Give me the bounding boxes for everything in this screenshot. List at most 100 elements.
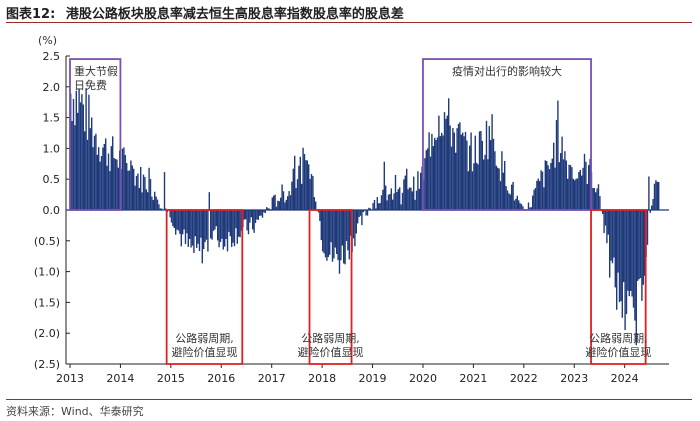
bar (88, 94, 90, 210)
bar (149, 178, 152, 210)
bar (348, 210, 350, 260)
bar (639, 210, 642, 279)
bar (145, 189, 147, 210)
y-tick-label: 2.5 (43, 50, 61, 63)
bar (435, 140, 437, 210)
bar (466, 140, 468, 210)
bar (296, 179, 299, 210)
bar (221, 210, 223, 239)
bar (390, 188, 392, 210)
bar (190, 210, 192, 248)
annotation-text: 避险价值显现 (298, 345, 364, 359)
bar (518, 200, 520, 210)
footer-divider (6, 399, 692, 400)
bar (103, 143, 105, 210)
bar (344, 210, 346, 265)
bar (365, 210, 367, 216)
bar (197, 210, 199, 244)
bar (133, 168, 135, 210)
bar (611, 210, 614, 264)
bar (336, 210, 338, 255)
bar (653, 183, 656, 210)
bar (627, 210, 629, 291)
x-tick-label: 2022 (510, 372, 538, 385)
bar (502, 172, 504, 210)
bar (355, 210, 357, 234)
bar (527, 202, 530, 210)
bar (267, 208, 269, 210)
bar (369, 208, 371, 210)
annotation-text: 日免费 (74, 78, 107, 92)
bar (268, 208, 271, 210)
bar (273, 195, 275, 210)
bar (644, 210, 646, 276)
bar (511, 184, 513, 210)
bar (203, 210, 205, 250)
bar (499, 181, 502, 210)
bar (179, 210, 181, 234)
bar (359, 210, 362, 216)
bar (114, 158, 117, 210)
x-tick-label: 2019 (359, 372, 387, 385)
bar (109, 171, 111, 210)
highlight-box-red (590, 209, 647, 365)
bar (427, 148, 429, 210)
bar (253, 210, 255, 233)
bar (652, 198, 654, 210)
bar (474, 135, 476, 210)
bar (131, 165, 133, 210)
bar (232, 210, 234, 243)
bar (204, 210, 206, 243)
bar (560, 153, 562, 210)
x-tick-label: 2023 (560, 372, 588, 385)
bar (553, 142, 555, 210)
bar (491, 114, 493, 210)
bar (473, 163, 475, 210)
bar (361, 210, 363, 226)
bar (71, 121, 73, 210)
bar (141, 192, 143, 210)
bar (224, 210, 226, 247)
bar (376, 197, 378, 210)
bar (516, 195, 518, 210)
x-tick-label: 2018 (308, 372, 336, 385)
bar (575, 178, 577, 210)
bar (310, 174, 313, 210)
bar (462, 132, 464, 210)
bar (617, 210, 619, 273)
bar (285, 199, 287, 210)
bar (319, 210, 321, 222)
bar (261, 210, 264, 218)
bar (324, 210, 327, 258)
bar (116, 159, 118, 210)
bar (246, 210, 248, 231)
bar (576, 178, 579, 210)
bar (277, 200, 279, 210)
bar (354, 210, 356, 247)
bar (211, 210, 213, 240)
bar (78, 88, 80, 210)
bar (641, 210, 643, 301)
bar (323, 210, 325, 254)
bar (477, 164, 479, 210)
bar (278, 201, 280, 210)
bar (96, 154, 98, 210)
bar (410, 187, 412, 210)
bar (562, 159, 565, 210)
bar (651, 205, 653, 210)
bar (137, 173, 139, 210)
bar (519, 203, 521, 210)
bar (616, 210, 618, 310)
bar (266, 207, 268, 210)
bar (487, 159, 489, 210)
bar (413, 176, 415, 210)
bar (187, 210, 189, 247)
bar (75, 90, 77, 210)
bar (245, 210, 247, 220)
highlight-box-purple (69, 58, 122, 211)
bar (469, 145, 471, 210)
bar (401, 192, 404, 210)
bar (239, 210, 241, 238)
bar (607, 210, 609, 235)
bar (151, 196, 153, 210)
